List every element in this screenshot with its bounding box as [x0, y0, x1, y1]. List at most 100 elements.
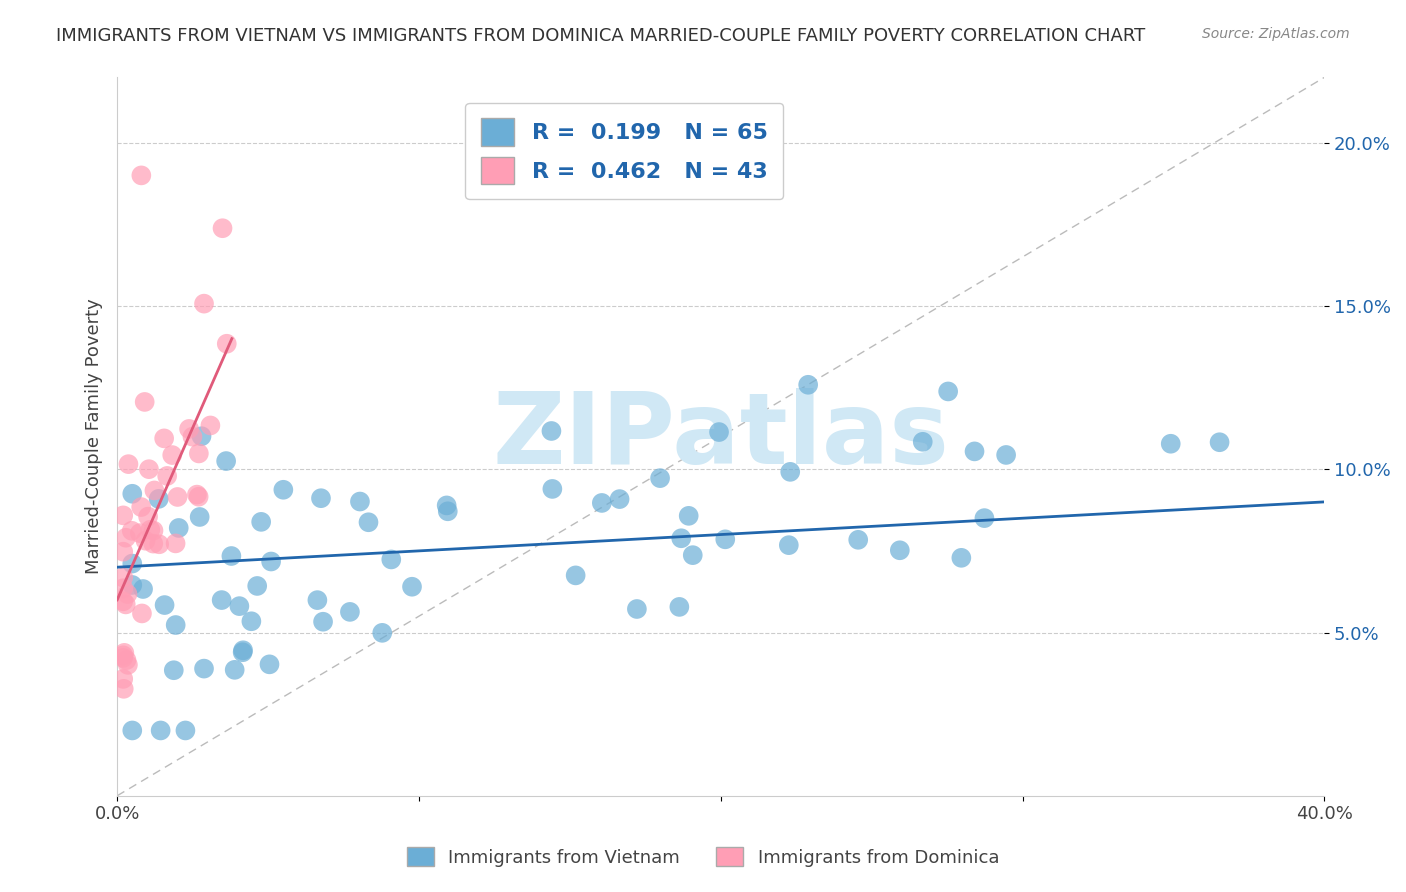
Immigrants from Vietnam [339, 605, 361, 619]
Immigrants from Dominica [115, 653, 138, 667]
Immigrants from Vietnam [889, 543, 911, 558]
Immigrants from Dominica [131, 607, 153, 621]
Immigrants from Dominica [117, 457, 139, 471]
Immigrants from Dominica [129, 500, 152, 514]
Immigrants from Dominica [112, 581, 135, 595]
Immigrants from Dominica [143, 483, 166, 498]
Immigrants from Vietnam [193, 662, 215, 676]
Immigrants from Dominica [142, 536, 165, 550]
Legend: R =  0.199   N = 65, R =  0.462   N = 43: R = 0.199 N = 65, R = 0.462 N = 43 [465, 103, 783, 199]
Immigrants from Vietnam [626, 602, 648, 616]
Immigrants from Dominica [166, 490, 188, 504]
Immigrants from Dominica [215, 336, 238, 351]
Immigrants from Vietnam [371, 625, 394, 640]
Immigrants from Vietnam [167, 521, 190, 535]
Immigrants from Vietnam [121, 723, 143, 738]
Immigrants from Vietnam [121, 557, 143, 571]
Immigrants from Dominica [112, 570, 135, 584]
Immigrants from Vietnam [714, 533, 737, 547]
Immigrants from Vietnam [153, 598, 176, 612]
Immigrants from Dominica [138, 462, 160, 476]
Immigrants from Dominica [115, 531, 138, 545]
Immigrants from Vietnam [707, 425, 730, 439]
Immigrants from Vietnam [312, 615, 335, 629]
Immigrants from Dominica [142, 524, 165, 538]
Immigrants from Vietnam [211, 593, 233, 607]
Immigrants from Dominica [165, 536, 187, 550]
Immigrants from Vietnam [963, 444, 986, 458]
Text: ZIPatlas: ZIPatlas [492, 388, 949, 485]
Immigrants from Vietnam [246, 579, 269, 593]
Immigrants from Vietnam [668, 599, 690, 614]
Immigrants from Vietnam [232, 645, 254, 659]
Immigrants from Dominica [134, 395, 156, 409]
Immigrants from Vietnam [797, 377, 820, 392]
Legend: Immigrants from Vietnam, Immigrants from Dominica: Immigrants from Vietnam, Immigrants from… [399, 840, 1007, 874]
Immigrants from Dominica [211, 221, 233, 235]
Immigrants from Vietnam [307, 593, 329, 607]
Immigrants from Vietnam [995, 448, 1018, 462]
Immigrants from Dominica [193, 296, 215, 310]
Immigrants from Dominica [112, 544, 135, 558]
Immigrants from Dominica [112, 594, 135, 608]
Immigrants from Dominica [136, 509, 159, 524]
Immigrants from Vietnam [950, 550, 973, 565]
Immigrants from Dominica [134, 533, 156, 548]
Immigrants from Dominica [112, 508, 135, 523]
Immigrants from Dominica [114, 598, 136, 612]
Immigrants from Vietnam [215, 454, 238, 468]
Immigrants from Dominica [112, 648, 135, 663]
Immigrants from Dominica [112, 672, 135, 686]
Immigrants from Dominica [186, 487, 208, 501]
Immigrants from Vietnam [609, 492, 631, 507]
Immigrants from Vietnam [228, 599, 250, 614]
Text: IMMIGRANTS FROM VIETNAM VS IMMIGRANTS FROM DOMINICA MARRIED-COUPLE FAMILY POVERT: IMMIGRANTS FROM VIETNAM VS IMMIGRANTS FR… [56, 27, 1146, 45]
Immigrants from Vietnam [973, 511, 995, 525]
Text: Source: ZipAtlas.com: Source: ZipAtlas.com [1202, 27, 1350, 41]
Immigrants from Vietnam [121, 578, 143, 592]
Immigrants from Vietnam [149, 723, 172, 738]
Immigrants from Vietnam [221, 549, 243, 563]
Immigrants from Dominica [117, 587, 139, 601]
Immigrants from Vietnam [1208, 435, 1230, 450]
Immigrants from Vietnam [259, 657, 281, 672]
Immigrants from Dominica [177, 422, 200, 436]
Immigrants from Vietnam [936, 384, 959, 399]
Immigrants from Vietnam [648, 471, 671, 485]
Immigrants from Vietnam [436, 499, 458, 513]
Immigrants from Vietnam [911, 434, 934, 449]
Immigrants from Vietnam [260, 554, 283, 568]
Immigrants from Dominica [187, 490, 209, 504]
Immigrants from Dominica [128, 526, 150, 541]
Immigrants from Vietnam [132, 582, 155, 596]
Immigrants from Dominica [148, 537, 170, 551]
Immigrants from Vietnam [174, 723, 197, 738]
Immigrants from Vietnam [678, 508, 700, 523]
Immigrants from Dominica [131, 169, 153, 183]
Immigrants from Vietnam [349, 494, 371, 508]
Immigrants from Dominica [200, 418, 222, 433]
Immigrants from Vietnam [188, 510, 211, 524]
Immigrants from Vietnam [846, 533, 869, 547]
Immigrants from Vietnam [224, 663, 246, 677]
Immigrants from Vietnam [190, 429, 212, 443]
Immigrants from Dominica [121, 524, 143, 538]
Immigrants from Dominica [117, 657, 139, 672]
Immigrants from Vietnam [778, 538, 800, 552]
Immigrants from Vietnam [309, 491, 332, 506]
Y-axis label: Married-Couple Family Poverty: Married-Couple Family Poverty [86, 299, 103, 574]
Immigrants from Dominica [153, 431, 176, 445]
Immigrants from Vietnam [357, 515, 380, 529]
Immigrants from Vietnam [165, 618, 187, 632]
Immigrants from Vietnam [541, 482, 564, 496]
Immigrants from Vietnam [564, 568, 586, 582]
Immigrants from Dominica [112, 681, 135, 696]
Immigrants from Vietnam [540, 424, 562, 438]
Immigrants from Vietnam [121, 487, 143, 501]
Immigrants from Dominica [112, 646, 135, 660]
Immigrants from Vietnam [232, 643, 254, 657]
Immigrants from Vietnam [591, 496, 613, 510]
Immigrants from Dominica [181, 430, 204, 444]
Immigrants from Vietnam [273, 483, 295, 497]
Immigrants from Dominica [156, 469, 179, 483]
